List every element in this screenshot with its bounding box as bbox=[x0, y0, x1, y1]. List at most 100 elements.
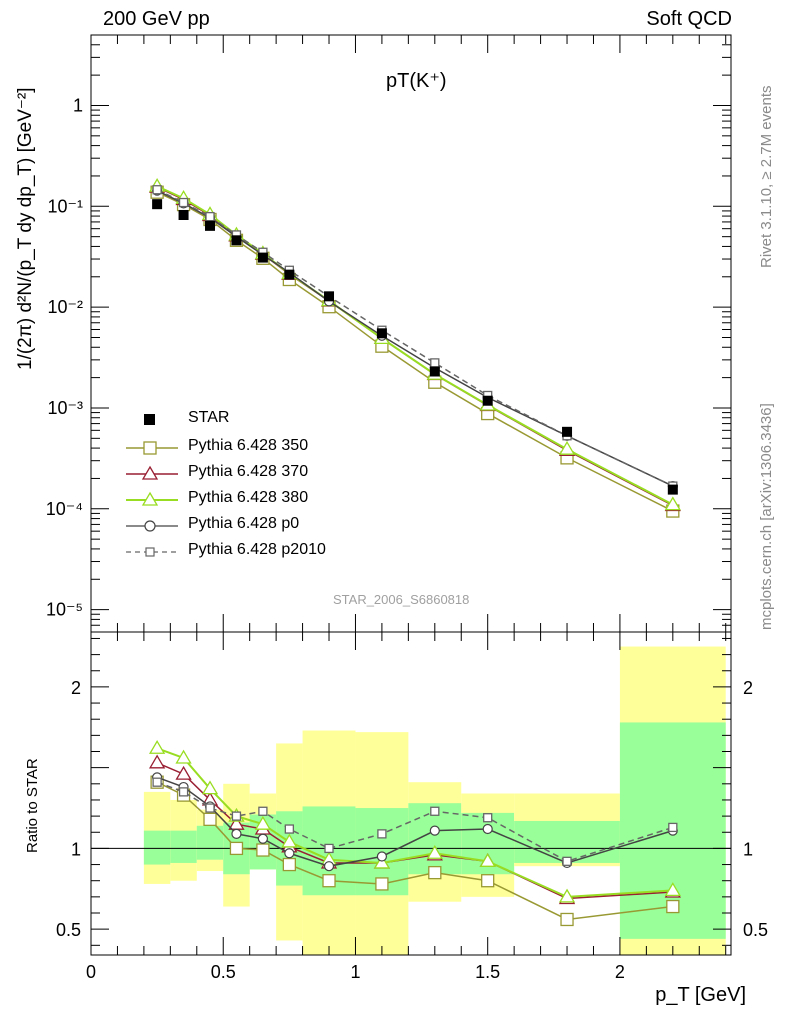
series-point bbox=[664, 882, 681, 897]
series-line bbox=[156, 776, 674, 867]
main-series-layer bbox=[148, 177, 681, 518]
series-point bbox=[664, 496, 681, 511]
series-point bbox=[666, 899, 680, 914]
analysis-watermark: STAR_2006_S6860818 bbox=[333, 592, 470, 607]
series-point bbox=[482, 823, 493, 835]
series-point bbox=[483, 813, 493, 823]
series-point bbox=[229, 841, 244, 856]
plot-title-text: pT(K⁺) bbox=[386, 70, 447, 92]
ratio-y-tick-label: 1 bbox=[71, 839, 81, 859]
stat-uncertainty-band bbox=[196, 825, 224, 860]
series-point bbox=[281, 833, 298, 848]
plot-title: pT(K⁺) bbox=[386, 68, 447, 93]
series-point bbox=[426, 844, 443, 859]
y-tick-label: 10⁻² bbox=[47, 297, 83, 317]
star-data-point bbox=[562, 426, 573, 437]
frames-layer bbox=[90, 34, 732, 956]
series-point bbox=[175, 749, 192, 764]
series-point bbox=[148, 739, 166, 754]
main-y-axis-label: 1/(2π) d²N/(p_T dy dp_T) [GeV⁻²] bbox=[14, 87, 37, 370]
series-point bbox=[668, 822, 678, 833]
star-data-point bbox=[231, 235, 242, 246]
stat-uncertainty-band bbox=[170, 830, 197, 863]
x-axis-label: p_T [GeV] bbox=[655, 984, 746, 1006]
series-point bbox=[377, 829, 387, 839]
legend-item-350: Pythia 6.428 350 bbox=[122, 436, 422, 460]
star-data-point bbox=[257, 252, 268, 263]
star-data-point bbox=[205, 220, 216, 231]
series-point bbox=[430, 806, 440, 816]
series-point bbox=[429, 825, 440, 836]
series-point bbox=[254, 815, 272, 830]
series-point bbox=[430, 358, 440, 368]
x-tick-label: 0 bbox=[86, 962, 96, 982]
rivet-label: Rivet 3.1.10, ≥ 2.7M events bbox=[758, 85, 775, 269]
legend-marker-star bbox=[144, 414, 155, 425]
star-data-point bbox=[482, 395, 493, 406]
mcplots-label: mcplots.cern.ch [arXiv:1306.3436] bbox=[758, 403, 775, 630]
series-point bbox=[178, 197, 189, 208]
legend-item-370: Pythia 6.428 370 bbox=[122, 462, 422, 486]
legend-item-380: Pythia 6.428 380 bbox=[122, 488, 422, 512]
series-point bbox=[479, 853, 496, 867]
energy-label: 200 GeV pp bbox=[103, 8, 210, 30]
series-point bbox=[205, 211, 215, 222]
y-tick-label: 1 bbox=[73, 95, 83, 115]
legend-label: STAR bbox=[188, 409, 230, 426]
y-tick-label: 10⁻¹ bbox=[47, 196, 83, 216]
legend-marker-p2010 bbox=[126, 547, 178, 557]
series-point bbox=[373, 854, 391, 869]
series-point bbox=[558, 888, 576, 903]
ratio-series-layer bbox=[148, 739, 681, 927]
series-point bbox=[148, 754, 166, 769]
series-point bbox=[284, 848, 295, 859]
series-line bbox=[156, 747, 673, 898]
series-point bbox=[203, 812, 217, 826]
ratio-y-tick-label: 0.5 bbox=[56, 920, 81, 940]
legend-label: Pythia 6.428 p2010 bbox=[188, 541, 326, 558]
series-point bbox=[257, 833, 269, 844]
series-point bbox=[256, 843, 270, 857]
legend-item-p2010: Pythia 6.428 p2010 bbox=[122, 540, 422, 564]
ratio-y-axis-label: Ratio to STAR bbox=[24, 758, 41, 853]
series-point bbox=[258, 806, 268, 816]
ticks-layer: 10⁻⁵ 10⁻⁴ 10⁻³ 10⁻² 10⁻¹ 1 0.5 0.5 1 1 2 2 0 0.5 1 1.5 2 bbox=[46, 34, 768, 982]
stat-uncertainty-band bbox=[514, 820, 620, 863]
ratio-bands-layer bbox=[91, 646, 731, 955]
legend-marker-370 bbox=[126, 465, 178, 480]
y-tick-label: 10⁻⁵ bbox=[46, 600, 83, 620]
star-data-point bbox=[284, 269, 295, 280]
series-point bbox=[231, 811, 242, 821]
series-point bbox=[324, 843, 334, 854]
ratio-y-tick-label: 1 bbox=[743, 839, 753, 859]
series-point bbox=[284, 824, 294, 834]
series-point bbox=[282, 857, 296, 872]
series-point bbox=[558, 440, 576, 455]
legend-item-p0: Pythia 6.428 p0 bbox=[122, 514, 422, 538]
legend-marker-350 bbox=[126, 441, 178, 455]
x-tick-label: 2 bbox=[615, 962, 625, 982]
star-data-point bbox=[152, 199, 163, 210]
series-point bbox=[152, 185, 162, 195]
star-data-point bbox=[324, 291, 335, 302]
ratio-y-tick-label: 2 bbox=[743, 678, 753, 698]
series-point bbox=[428, 865, 442, 880]
ratio-y-tick-label: 0.5 bbox=[743, 920, 768, 940]
x-tick-label: 1.5 bbox=[475, 962, 500, 982]
series-point bbox=[152, 777, 162, 787]
x-tick-label: 1 bbox=[350, 962, 360, 982]
ratio-panel-frame bbox=[90, 631, 732, 956]
series-point bbox=[201, 780, 219, 795]
star-data-point bbox=[178, 209, 189, 220]
legend-marker-380 bbox=[126, 491, 178, 506]
ratio-y-tick-label: 2 bbox=[71, 678, 81, 698]
main-y-axis-label-text: 1/(2π) d²N/(p_T dy dp_T) [GeV⁻²] bbox=[15, 87, 36, 370]
legend-label: Pythia 6.428 p0 bbox=[188, 515, 300, 532]
series-point bbox=[375, 877, 389, 891]
y-tick-label: 10⁻⁴ bbox=[46, 499, 83, 519]
series-point bbox=[175, 765, 192, 780]
stat-uncertainty-band bbox=[143, 830, 171, 865]
legend-label: Pythia 6.428 350 bbox=[188, 437, 309, 454]
series-point bbox=[205, 803, 215, 813]
